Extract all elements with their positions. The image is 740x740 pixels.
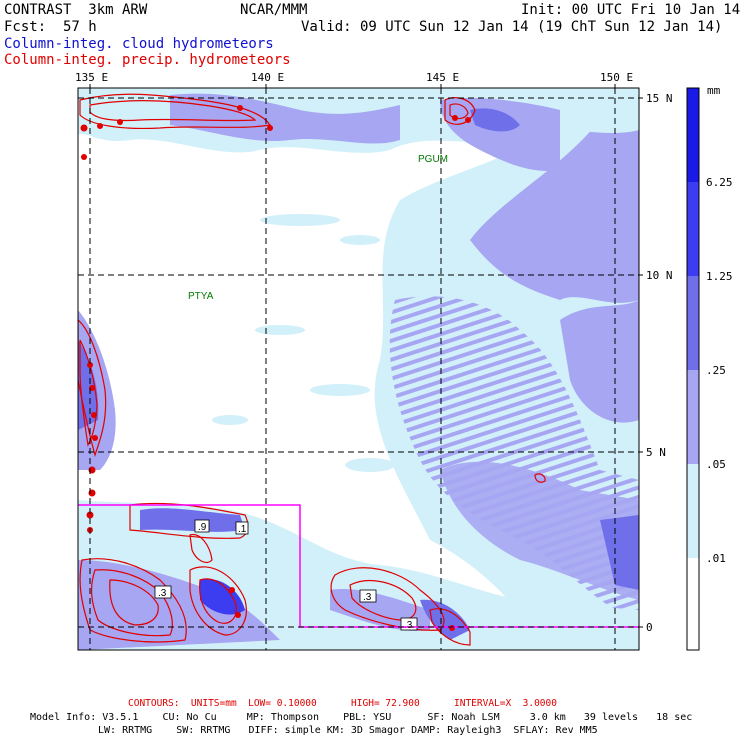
precip-contour — [330, 567, 445, 631]
colorbar-label: 1.25 — [706, 270, 733, 283]
lat-label: 10 N — [646, 269, 673, 282]
lon-label: 145 E — [426, 71, 459, 84]
cloud-band-se — [440, 461, 639, 600]
cloud-south-core — [200, 579, 245, 615]
lat-label: 5 N — [646, 446, 666, 459]
precip-contour — [349, 579, 417, 621]
contour-info: CONTOURS: UNITS=mm LOW= 0.10000 HIGH= 72… — [128, 698, 557, 709]
precip-contour — [444, 97, 476, 125]
contour-value-labels: .9 .1 .3 .3 .3 — [154, 519, 418, 631]
cloud-patch — [212, 415, 248, 425]
cloud-patch — [255, 325, 305, 335]
colorbar-label: 6.25 — [706, 176, 733, 189]
precip-contour — [199, 578, 237, 624]
contour-label: .3 — [404, 620, 413, 631]
precip-contour — [429, 608, 471, 646]
lon-label: 140 E — [251, 71, 284, 84]
lon-label: 150 E — [600, 71, 633, 84]
cloud-patch-se — [600, 515, 639, 590]
contour-label: .3 — [363, 592, 372, 603]
colorbar-band — [687, 558, 699, 650]
model-title: CONTRAST 3km ARW — [4, 2, 148, 18]
forecast-hour: Fcst: 57 h — [4, 19, 97, 35]
precip-contour — [189, 534, 213, 563]
precip-contour — [78, 319, 107, 458]
cloud-band-north-dense — [170, 93, 400, 144]
cloud-patch — [345, 458, 395, 472]
lat-label: 0 — [646, 621, 653, 634]
precip-contour — [534, 473, 546, 483]
cloud-patch — [260, 214, 340, 226]
axis-ticks — [89, 84, 643, 628]
colorbar-label: .25 — [706, 364, 726, 377]
colorbar-label: .05 — [706, 458, 726, 471]
cloud-patch — [310, 384, 370, 396]
model-info-line2: LW: RRTMG SW: RRTMG DIFF: simple KM: 3D … — [98, 725, 598, 736]
colorbar-band — [687, 182, 699, 276]
latlon-grid — [78, 88, 639, 650]
station-pgum: PGUM — [418, 154, 448, 165]
colorbar-band — [687, 276, 699, 370]
station-ptya: PTYA — [188, 291, 214, 302]
colorbar-label: .01 — [706, 552, 726, 565]
contour-label: .1 — [238, 524, 247, 535]
colorbar-band — [687, 464, 699, 558]
contour-label: .3 — [158, 588, 167, 599]
cloud-north-east — [440, 98, 560, 171]
colorbar-band — [687, 370, 699, 464]
precip-contour — [109, 579, 159, 626]
cloud-south-core — [140, 508, 245, 532]
field-label-cloud: Column-integ. cloud hydrometeors — [4, 36, 274, 52]
colorbar-band — [687, 88, 699, 182]
precip-contour — [79, 339, 98, 447]
lat-label: 15 N — [646, 92, 673, 105]
model-info-line1: Model Info: V3.5.1 CU: No Cu MP: Thompso… — [30, 712, 693, 723]
field-label-precip: Column-integ. precip. hydrometeors — [4, 52, 291, 68]
cloud-north-east-dark — [470, 108, 520, 132]
colorbar-unit: mm — [707, 84, 721, 97]
colorbar: mm 6.25 1.25 .25 .05 .01 — [686, 84, 733, 651]
contour-label: .9 — [198, 522, 207, 533]
cloud-patch — [405, 242, 435, 258]
valid-time: Valid: 09 UTC Sun 12 Jan 14 (19 ChT Sun … — [301, 19, 723, 35]
cloud-band-e — [560, 300, 639, 423]
precip-contour — [79, 558, 187, 643]
lon-label: 135 E — [75, 71, 108, 84]
org-label: NCAR/MMM — [240, 2, 308, 18]
precip-cores — [80, 105, 471, 631]
init-time: Init: 00 UTC Fri 10 Jan 14 — [521, 2, 740, 18]
precip-contour — [91, 569, 173, 637]
precip-contours — [78, 93, 546, 646]
map-frame — [77, 87, 640, 651]
cloud-band-ne — [470, 110, 639, 303]
cloud-band-west — [78, 310, 116, 470]
cloud-patch — [340, 235, 380, 245]
